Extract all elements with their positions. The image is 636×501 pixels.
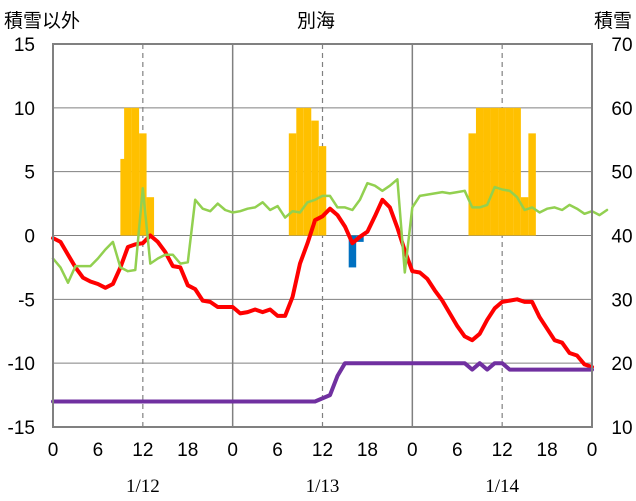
y-left-tick-label: -15 <box>8 418 35 439</box>
y-left-tick-label: 0 <box>24 227 35 248</box>
y-right-tick-label: 70 <box>611 35 632 56</box>
bar <box>288 133 297 236</box>
green-line <box>51 178 609 284</box>
x-tick-label: 0 <box>407 440 418 461</box>
bar <box>483 107 491 236</box>
y-right-tick-label: 60 <box>611 99 632 120</box>
date-label: 1/13 <box>306 476 340 497</box>
y-left-tick-label: -5 <box>18 290 35 311</box>
x-tick-label: 0 <box>48 440 59 461</box>
bar <box>498 107 506 236</box>
x-tick-label: 12 <box>312 440 333 461</box>
bar <box>475 107 484 236</box>
bar <box>311 120 319 236</box>
y-left-tick-label: 5 <box>24 163 35 184</box>
temp-line <box>51 197 594 369</box>
date-label: 1/12 <box>126 476 160 497</box>
y-right-tick-label: 10 <box>611 418 632 439</box>
x-tick-label: 12 <box>492 440 513 461</box>
x-tick-label: 0 <box>587 440 598 461</box>
x-tick-label: 18 <box>177 440 198 461</box>
date-label: 1/14 <box>485 476 519 497</box>
x-tick-label: 18 <box>537 440 558 461</box>
bar <box>528 133 536 236</box>
chart-title: 別海 <box>297 10 335 32</box>
bar <box>146 197 155 236</box>
left-axis-title: 積雪以外 <box>4 10 80 32</box>
y-left-tick-label: 15 <box>14 35 35 56</box>
bar <box>348 235 357 268</box>
bar <box>318 146 327 236</box>
right-axis-title: 積雪 <box>594 10 632 32</box>
bar <box>505 107 514 236</box>
bar <box>468 133 476 236</box>
y-right-tick-label: 40 <box>611 227 632 248</box>
y-left-tick-label: 10 <box>14 99 35 120</box>
bar <box>513 107 521 236</box>
x-tick-label: 6 <box>272 440 283 461</box>
y-right-tick-label: 30 <box>611 290 632 311</box>
y-left-tick-label: -10 <box>8 354 35 375</box>
x-tick-label: 18 <box>357 440 378 461</box>
x-tick-label: 6 <box>452 440 463 461</box>
x-tick-label: 12 <box>132 440 153 461</box>
bar <box>296 107 304 236</box>
x-tick-label: 6 <box>93 440 104 461</box>
bar <box>303 107 312 236</box>
bar <box>490 107 499 236</box>
bar-series <box>120 107 536 268</box>
bar <box>131 107 140 236</box>
bar <box>124 107 132 236</box>
x-tick-label: 0 <box>227 440 238 461</box>
bar <box>139 133 147 236</box>
line-series <box>51 178 609 404</box>
plot-frame <box>52 43 593 428</box>
y-right-tick-label: 20 <box>611 354 632 375</box>
snow-line <box>51 361 594 404</box>
bar <box>520 197 529 236</box>
y-right-tick-label: 50 <box>611 163 632 184</box>
